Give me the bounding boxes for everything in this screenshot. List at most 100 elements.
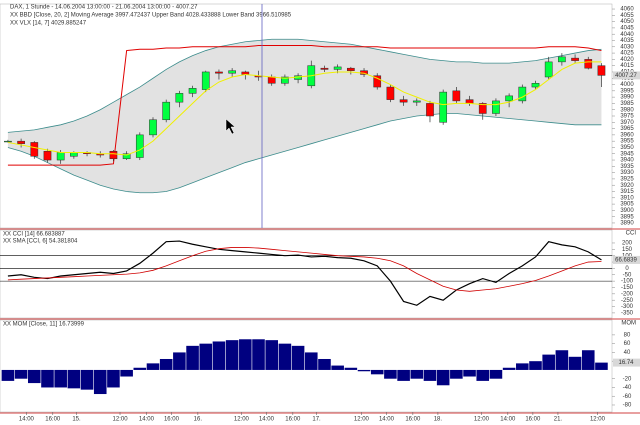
candle-body [17, 140, 25, 144]
candle-body [122, 153, 131, 160]
bar [252, 339, 265, 370]
bar [370, 369, 384, 375]
bar [27, 369, 41, 384]
bar [291, 345, 305, 370]
candle-body [465, 99, 474, 104]
bar [107, 369, 120, 388]
bar [476, 369, 490, 381]
candle-body [492, 100, 500, 114]
axis-title: MOM [621, 321, 636, 327]
y-tick-label: 3945 [620, 151, 634, 157]
bar [41, 369, 54, 388]
candle-body [70, 152, 78, 157]
band-lower [7, 113, 602, 194]
bar [318, 358, 331, 370]
bar [489, 369, 503, 379]
candle-body [162, 101, 171, 121]
x-tick-label: 16:00 [164, 417, 180, 423]
legend-entry: XX BBD [Close, 20, 2] Moving Average 399… [10, 13, 292, 19]
y-tick-label: 3900 [620, 208, 634, 214]
candle-body [399, 99, 408, 103]
y-tick-label: 3925 [620, 176, 634, 182]
candle-body [188, 88, 197, 94]
candle-body [175, 93, 184, 103]
candle-body [439, 91, 448, 123]
y-tick-label: 4030 [620, 44, 634, 50]
candle-body [518, 86, 527, 102]
x-tick-label: 16:00 [525, 417, 541, 423]
bar [436, 369, 450, 386]
x-tick-label: 14:00 [259, 417, 275, 423]
y-tick-label: 3980 [620, 107, 634, 113]
y-tick-label: 0 [625, 266, 629, 272]
bar [173, 352, 186, 370]
x-tick-label: 16:00 [285, 417, 301, 423]
bar [67, 369, 81, 389]
legend-entry: XX CCI [14] 66.683887 [3, 232, 65, 238]
bar [93, 369, 107, 395]
candle-body [228, 70, 236, 74]
series-line [7, 247, 602, 292]
y-tick-label: 3930 [620, 170, 634, 176]
bar [410, 369, 424, 379]
bar [1, 369, 15, 381]
y-tick-label: 3970 [620, 120, 634, 126]
x-tick-label: 21. [554, 417, 563, 423]
candle-body [30, 142, 39, 157]
bar [120, 369, 133, 377]
y-tick-label: 40 [624, 350, 631, 356]
x-tick-label: 14:00 [139, 417, 155, 423]
bar [212, 341, 226, 370]
candle-body [267, 76, 276, 84]
bar [542, 354, 555, 370]
bar [529, 361, 542, 370]
bar [397, 369, 410, 381]
y-tick-label: 3975 [620, 114, 634, 120]
y-tick-label: -40 [623, 385, 632, 391]
y-tick-label: -50 [623, 272, 632, 278]
band-upper [7, 38, 602, 133]
panes: 3890389539003905391039153920392539303935… [0, 3, 640, 423]
legend-entry: XX SMA [CCI, 6] 54.381804 [3, 239, 78, 245]
y-tick-label: 3940 [620, 158, 634, 164]
band-fill [7, 39, 602, 193]
bar [450, 369, 463, 379]
legend-entry: XX VLX [14, 7] 4029.885247 [10, 21, 87, 27]
bar [133, 367, 147, 370]
x-tick-label: 12:00 [113, 417, 129, 423]
y-tick-label: 4025 [620, 51, 634, 57]
series-line [7, 240, 602, 306]
candle-body [544, 61, 553, 78]
bar [146, 363, 160, 370]
y-tick-label: 4060 [620, 7, 634, 13]
y-tick-label: 3985 [620, 101, 634, 107]
last-value-label: 4007.27 [615, 73, 637, 79]
y-tick-label: 4055 [620, 13, 634, 19]
y-tick-label: 3905 [620, 202, 634, 208]
y-tick-label: 4050 [620, 19, 634, 25]
y-tick-label: 3915 [620, 189, 634, 195]
x-tick-label: 16:00 [45, 417, 61, 423]
y-tick-label: 3910 [620, 195, 634, 201]
y-tick-label: 150 [622, 247, 633, 253]
y-tick-label: 3965 [620, 126, 634, 132]
last-value-label: 16.74 [618, 360, 634, 366]
bar [278, 343, 292, 370]
indicator-line [7, 45, 602, 166]
chart-title: DAX, 1 Stunde - 14.06.2004 13:00:00 - 21… [10, 5, 198, 11]
y-tick-label: 4020 [620, 57, 634, 63]
pane [0, 229, 613, 319]
moving-average [7, 61, 602, 156]
last-value-box [613, 71, 640, 80]
bar [225, 340, 239, 370]
y-tick-label: 4045 [620, 25, 634, 31]
candle-body [149, 119, 157, 136]
candle-body [571, 57, 579, 61]
candle-body [373, 75, 382, 88]
bar [265, 340, 279, 370]
candle-body [281, 76, 289, 84]
bar [357, 369, 371, 372]
axis-title: CCI [626, 231, 637, 237]
bar [423, 369, 437, 381]
